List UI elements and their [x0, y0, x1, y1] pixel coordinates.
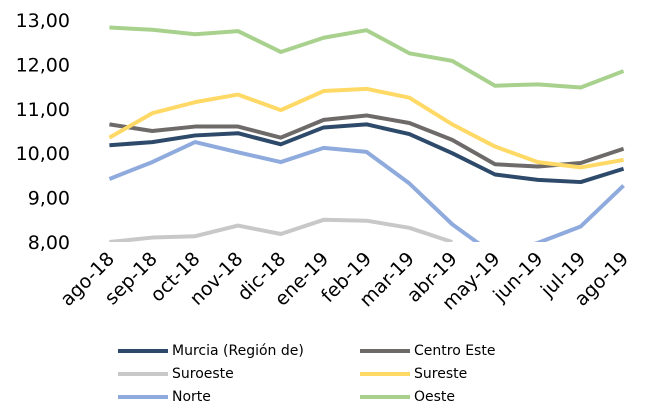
- legend-label: Centro Este: [414, 343, 495, 359]
- series-line: [108, 140, 625, 242]
- legend-label: Suroeste: [172, 366, 234, 382]
- y-tick-label: 10,00: [16, 143, 70, 165]
- y-tick-label: 13,00: [16, 10, 70, 32]
- y-tick-label: 9,00: [28, 188, 70, 210]
- y-tick-label: 11,00: [16, 99, 70, 121]
- series-line: [109, 217, 453, 242]
- series-line: [109, 122, 625, 185]
- plot-area: [108, 25, 625, 242]
- series-line: [109, 113, 625, 169]
- legend-label: Oeste: [414, 389, 455, 404]
- legend-label: Sureste: [414, 366, 467, 382]
- y-tick-label: 8,00: [28, 232, 70, 254]
- series-line: [109, 25, 625, 90]
- y-tick-label: 12,00: [16, 54, 70, 76]
- series-line: [108, 86, 624, 170]
- legend-label: Norte: [172, 389, 211, 404]
- legend-label: Murcia (Región de): [172, 343, 304, 359]
